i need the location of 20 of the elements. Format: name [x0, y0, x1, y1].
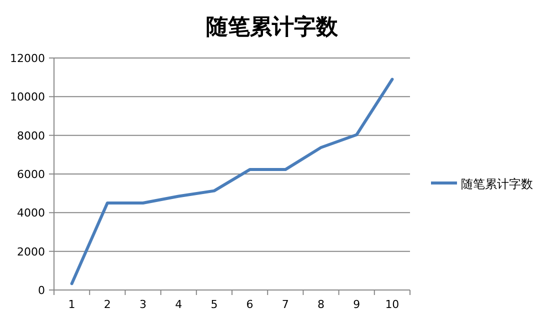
- chart-title: 随笔累计字数: [206, 14, 339, 40]
- x-tick-label: 6: [246, 298, 254, 311]
- x-tick-label: 5: [210, 298, 218, 311]
- line-series: [70, 78, 394, 286]
- x-tick-label: 4: [175, 298, 182, 311]
- y-tick-label: 6000: [17, 168, 45, 181]
- legend-label: 随笔累计字数: [461, 177, 533, 191]
- x-tick-label: 7: [282, 298, 289, 311]
- x-tick-label: 10: [385, 298, 400, 311]
- y-tick-label: 2000: [17, 245, 45, 258]
- y-tick-label: 0: [38, 284, 45, 297]
- x-tick-label: 2: [104, 298, 111, 311]
- x-tick-label: 3: [140, 298, 146, 311]
- y-tick-label: 10000: [10, 90, 45, 104]
- x-tick-label: 8: [318, 298, 324, 311]
- y-tick-label: 12000: [10, 52, 45, 65]
- y-tick-label: 4000: [17, 206, 45, 220]
- x-tick-label: 1: [68, 298, 76, 311]
- y-tick-label: 8000: [17, 129, 45, 142]
- x-tick-label: 9: [353, 298, 360, 311]
